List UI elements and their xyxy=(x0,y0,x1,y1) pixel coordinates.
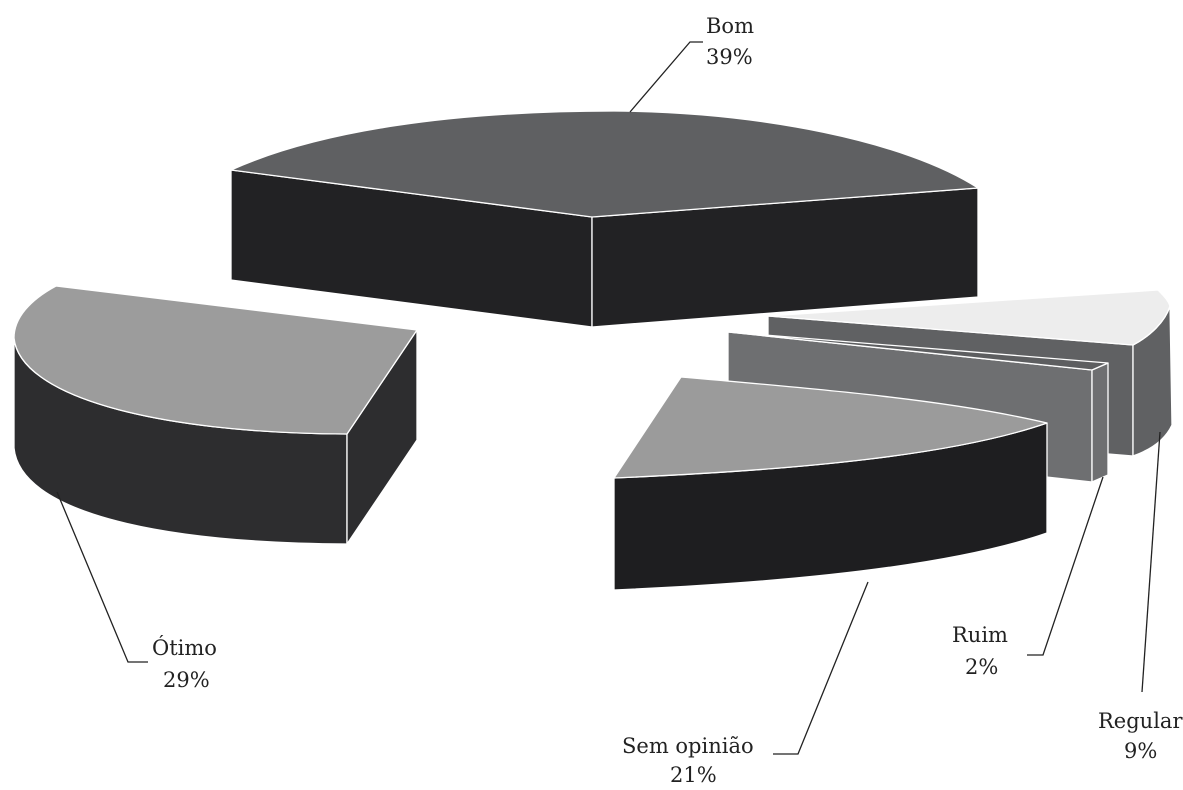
leader-line-ruim xyxy=(1027,476,1104,656)
slice-name-label-sem-opiniao: Sem opinião xyxy=(622,734,754,758)
leader-line-regular xyxy=(1141,431,1161,693)
slice-regular-top xyxy=(767,289,1171,346)
slice-value-label-otimo: 29% xyxy=(163,668,210,692)
pie-slice-otimo xyxy=(13,285,418,545)
slice-sem-opiniao-top xyxy=(613,376,1048,479)
slice-bom-top xyxy=(230,110,979,218)
slice-otimo-top xyxy=(13,285,418,435)
slice-value-label-bom: 39% xyxy=(706,45,753,69)
slice-value-label-regular: 9% xyxy=(1124,739,1157,763)
leader-line-otimo xyxy=(56,491,148,663)
slice-name-label-ruim: Ruim xyxy=(952,623,1008,647)
leader-line-sem-opiniao xyxy=(773,581,869,755)
slice-ruim-side-front xyxy=(1091,362,1109,483)
leader-line-bom xyxy=(629,41,703,113)
slice-ruim-top xyxy=(727,331,1109,371)
slice-name-label-bom: Bom xyxy=(706,14,754,38)
slice-value-label-ruim: 2% xyxy=(965,655,998,679)
pie-slice-sem-opiniao xyxy=(613,376,1048,591)
slice-name-label-regular: Regular xyxy=(1098,709,1183,733)
slice-value-label-sem-opiniao: 21% xyxy=(670,763,717,787)
pie-slice-bom xyxy=(230,110,979,328)
slice-name-label-otimo: Ótimo xyxy=(152,635,217,660)
